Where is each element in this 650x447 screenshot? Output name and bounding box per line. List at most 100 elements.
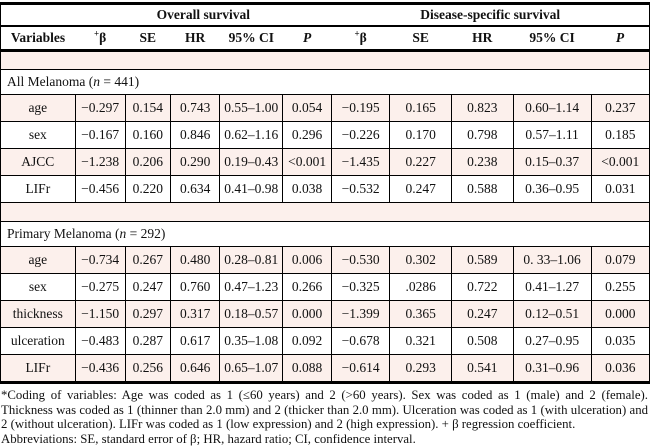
value-cell: 0.006 [282, 246, 332, 274]
value-cell: 0.31–0.96 [512, 354, 592, 383]
value-cell: −0.167 [74, 121, 126, 149]
footnote-abbreviations: Abbreviations: SE, standard error of β; … [1, 432, 416, 447]
value-cell: 0.480 [170, 246, 221, 274]
value-cell: 0.247 [450, 300, 514, 328]
data-row-sex: sex −0.275 0.247 0.760 0.47–1.23 0.266 −… [0, 273, 650, 301]
value-cell: 0.237 [590, 94, 650, 122]
value-cell: 0.36–0.95 [512, 175, 592, 203]
value-cell: −0.614 [330, 354, 391, 383]
col-ci-overall: 95% CI [219, 26, 283, 52]
value-cell: 0.031 [590, 175, 650, 203]
value-cell: 0.508 [450, 327, 514, 355]
variable-cell: sex [0, 121, 76, 149]
value-cell: 0.62–1.16 [219, 121, 284, 149]
beta-superscript-plus: + [354, 28, 360, 39]
value-cell: −0.436 [74, 354, 126, 383]
value-cell: 0.160 [124, 121, 172, 149]
value-cell: −0.734 [74, 246, 126, 274]
value-cell: 0.15–0.37 [512, 148, 592, 176]
variable-cell: age [0, 246, 76, 274]
value-cell: 0.035 [590, 327, 650, 355]
beta-symbol: β [359, 30, 367, 45]
value-cell: 0.35–1.08 [219, 327, 284, 355]
value-cell: −0.483 [74, 327, 126, 355]
spacer-cell [0, 50, 650, 70]
value-cell: 0.038 [282, 175, 332, 203]
value-cell: 0.589 [450, 246, 514, 274]
value-cell: 0.28–0.81 [219, 246, 284, 274]
col-p-disease: P [591, 26, 650, 52]
value-cell: 0.092 [282, 327, 332, 355]
col-variables: Variables [0, 26, 76, 52]
value-cell: .0286 [389, 273, 452, 301]
beta-symbol: β [99, 30, 107, 45]
value-cell: 0.267 [124, 246, 172, 274]
value-cell: 0.55–1.00 [219, 94, 284, 122]
variable-cell: sex [0, 273, 76, 301]
spanner-header-row: Overall survival Disease-specific surviv… [0, 3, 650, 27]
data-row-thickness: thickness −1.150 0.297 0.317 0.18–0.57 0… [0, 300, 650, 328]
value-cell: 0.287 [124, 327, 172, 355]
col-hr-overall: HR [170, 26, 220, 52]
value-cell: 0.41–0.98 [219, 175, 284, 203]
value-cell: 0.823 [450, 94, 514, 122]
value-cell: 0.57–1.11 [512, 121, 592, 149]
value-cell: 0.206 [124, 148, 172, 176]
value-cell: −0.297 [74, 94, 126, 122]
spacer-row [0, 202, 650, 222]
value-cell: 0.646 [170, 354, 221, 383]
section-title-n: n [93, 74, 100, 89]
value-cell: 0.165 [389, 94, 452, 122]
data-row-sex: sex −0.167 0.160 0.846 0.62–1.16 0.296 −… [0, 121, 650, 149]
value-cell: 0.41–1.27 [512, 273, 592, 301]
value-cell: 0.088 [282, 354, 332, 383]
disease-specific-survival-spanner: Disease-specific survival [331, 3, 650, 27]
data-row-lifr: LIFr −0.436 0.256 0.646 0.65–1.07 0.088 … [0, 354, 650, 383]
value-cell: −0.532 [330, 175, 391, 203]
spacer-row [0, 50, 650, 70]
value-cell: 0.000 [282, 300, 332, 328]
section-title-row: All Melanoma (n = 441) [0, 69, 650, 95]
data-row-age: age −0.734 0.267 0.480 0.28–0.81 0.006 −… [0, 246, 650, 274]
value-cell: 0.302 [389, 246, 452, 274]
value-cell: 0.170 [389, 121, 452, 149]
value-cell: 0.65–1.07 [219, 354, 284, 383]
section-title-suffix: = 292) [126, 226, 166, 241]
value-cell: 0.227 [389, 148, 452, 176]
value-cell: 0.247 [124, 273, 172, 301]
beta-superscript-plus: + [93, 28, 100, 39]
overall-survival-spanner: Overall survival [75, 3, 332, 27]
col-p-overall: P [282, 26, 332, 52]
value-cell: 0.036 [590, 354, 650, 383]
value-cell: 0.588 [450, 175, 514, 203]
value-cell: 0.293 [389, 354, 452, 383]
data-row-age: age −0.297 0.154 0.743 0.55–1.00 0.054 −… [0, 94, 650, 122]
value-cell: 0.541 [450, 354, 514, 383]
value-cell: 0.760 [170, 273, 221, 301]
table-footnotes: *Coding of variables: Age was coded as 1… [0, 384, 650, 447]
value-cell: −1.399 [330, 300, 391, 328]
value-cell: 0.297 [124, 300, 172, 328]
variable-cell: ulceration [0, 327, 76, 355]
value-cell: −0.530 [330, 246, 391, 274]
value-cell: −0.195 [330, 94, 391, 122]
value-cell: 0.634 [170, 175, 221, 203]
footnote-coding: *Coding of variables: Age was coded as 1… [1, 388, 648, 432]
value-cell: −0.456 [74, 175, 126, 203]
value-cell: 0.290 [170, 148, 221, 176]
value-cell: 0.247 [389, 175, 452, 203]
col-ci-disease: 95% CI [513, 26, 591, 52]
variable-cell: thickness [0, 300, 76, 328]
value-cell: 0.743 [170, 94, 221, 122]
column-header-row: Variables +β SE HR 95% CI P +β SE HR 95%… [0, 26, 650, 52]
value-cell: 0.079 [590, 246, 650, 274]
value-cell: 0.255 [590, 273, 650, 301]
value-cell: 0.266 [282, 273, 332, 301]
value-cell: 0.296 [282, 121, 332, 149]
section-title-row: Primary Melanoma (n = 292) [0, 221, 650, 247]
value-cell: −1.238 [74, 148, 126, 176]
value-cell: 0. 33–1.06 [512, 246, 592, 274]
value-cell: −1.435 [330, 148, 391, 176]
value-cell: 0.054 [282, 94, 332, 122]
value-cell: −0.226 [330, 121, 391, 149]
